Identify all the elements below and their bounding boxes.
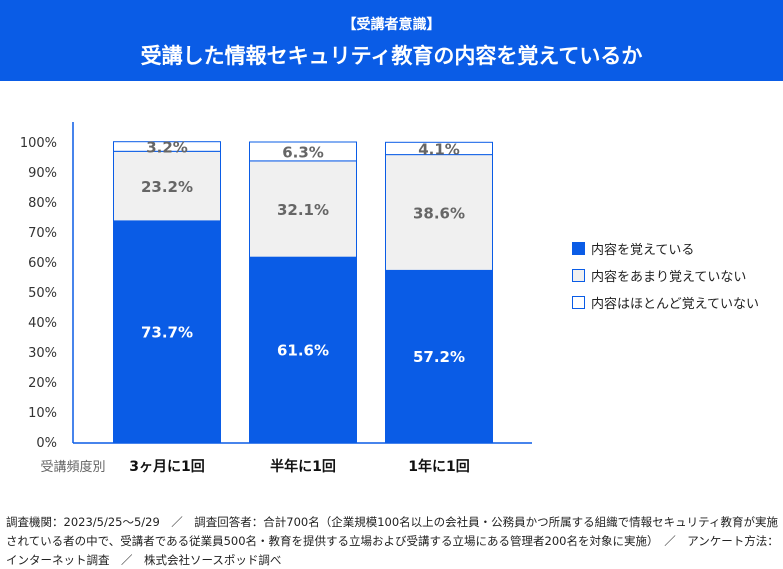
legend-label: 内容はほとんど覚えていない — [591, 297, 759, 312]
data-label: 38.6% — [413, 205, 465, 223]
bar-segment — [385, 141, 493, 156]
legend-item: 内容はほとんど覚えていない — [572, 294, 759, 312]
data-label: 23.2% — [141, 178, 193, 196]
y-tick-label: 50% — [28, 286, 57, 301]
data-label: 73.7% — [141, 323, 193, 341]
y-tick-label: 0% — [36, 436, 57, 451]
survey-footnote: 調査機関：2023/5/25〜5/29 ／ 調査回答者：合計700名（企業規模1… — [6, 515, 779, 567]
data-label: 3.2% — [146, 139, 188, 157]
bar-segment — [249, 141, 357, 162]
bar-segment — [113, 150, 221, 222]
data-label: 61.6% — [277, 342, 329, 360]
bar-segment — [249, 160, 357, 258]
chart-title: 受講した情報セキュリティ教育の内容を覚えているか — [140, 44, 643, 68]
data-label: 6.3% — [282, 143, 324, 161]
x-axis-label: 受講頻度別 — [40, 459, 105, 475]
chart-subtitle: 【受講者意識】 — [342, 17, 441, 33]
bar-segment — [385, 154, 493, 271]
y-tick-label: 80% — [28, 196, 57, 211]
legend-swatch — [572, 242, 585, 255]
bar-segment — [113, 220, 221, 443]
x-tick-label: 半年に1回 — [270, 458, 336, 475]
bar-segment — [113, 141, 221, 152]
y-tick-label: 60% — [28, 256, 57, 271]
y-tick-label: 90% — [28, 166, 57, 181]
y-tick-label: 40% — [28, 316, 57, 331]
chart-legend: 内容を覚えている内容をあまり覚えていない 内容はほとんど覚えていない — [572, 240, 759, 321]
legend-swatch — [572, 296, 585, 309]
y-tick-label: 20% — [28, 376, 57, 391]
legend-label: 内容を覚えている — [591, 243, 695, 258]
y-tick-label: 100% — [20, 136, 57, 151]
legend-label: 内容をあまり覚えていない — [591, 270, 747, 285]
data-label: 4.1% — [418, 140, 460, 158]
y-tick-label: 10% — [28, 406, 57, 421]
legend-item: 内容を覚えている — [572, 240, 759, 258]
data-label: 32.1% — [277, 201, 329, 219]
title-banner: 【受講者意識】 受講した情報セキュリティ教育の内容を覚えているか — [0, 0, 783, 81]
x-tick-label: 1年に1回 — [408, 458, 469, 475]
y-tick-label: 70% — [28, 226, 57, 241]
x-tick-label: 3ヶ月に1回 — [129, 459, 204, 475]
bar-segment — [249, 256, 357, 443]
legend-swatch — [572, 269, 585, 282]
y-tick-label: 30% — [28, 346, 57, 361]
legend-item: 内容をあまり覚えていない — [572, 267, 759, 285]
bar-segment — [385, 269, 493, 443]
stacked-bar-chart: 0% 10% 20% 30% 40% 50% 60% 70% 80% 90% 100% 73.7% 23… — [20, 122, 532, 475]
data-label: 57.2% — [413, 348, 465, 366]
